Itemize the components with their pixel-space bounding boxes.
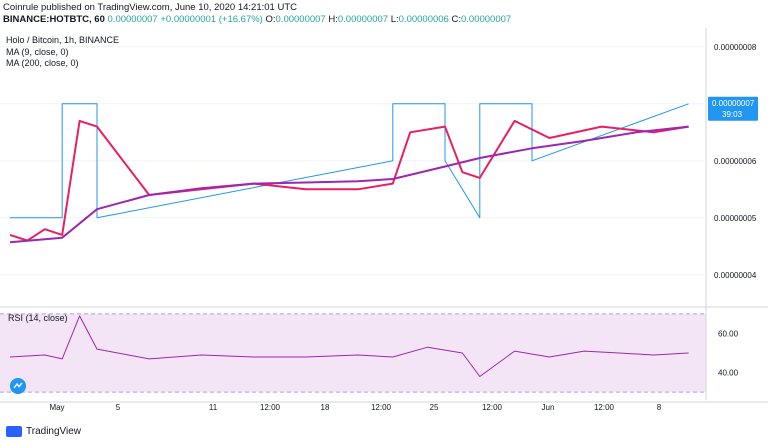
- publish-info: Coinrule published on TradingView.com, J…: [3, 2, 297, 13]
- rsi-line: [9, 315, 689, 377]
- tradingview-cloud-icon[interactable]: [10, 378, 26, 394]
- ma9-line: [9, 119, 689, 242]
- ma9-legend[interactable]: MA (9, close, 0): [6, 47, 69, 57]
- rsi-tick-label: 60.00: [718, 329, 739, 338]
- last-price-label-bg: [708, 96, 758, 121]
- symbol-name: BINANCE:HOTBTC, 60: [3, 14, 105, 25]
- time-tick-label: 12:00: [594, 403, 615, 412]
- time-tick-label: Jun: [542, 403, 555, 412]
- open-value: 0.00000007: [275, 14, 326, 25]
- time-tick-label: 12:00: [482, 403, 503, 412]
- low-value: 0.00000006: [398, 14, 449, 25]
- close-value: 0.00000007: [460, 14, 512, 25]
- rsi-band: [0, 313, 706, 393]
- price-pane: [0, 28, 706, 305]
- time-tick-label: 12:00: [260, 403, 281, 412]
- time-tick-label: 11: [209, 403, 218, 412]
- low-label: L:: [390, 14, 399, 25]
- high-label: H:: [328, 14, 338, 25]
- countdown-label: 39:03: [722, 110, 743, 119]
- time-tick-label: 25: [430, 403, 439, 412]
- ma200-line: [9, 125, 689, 244]
- last-price-label: 0.00000007: [712, 99, 755, 108]
- time-tick-label: 12:00: [371, 403, 392, 412]
- time-tick-label: May: [49, 403, 64, 412]
- price-tick-label: 0.00000005: [714, 214, 757, 223]
- tradingview-logo-icon: [6, 426, 22, 437]
- price-tick-label: 0.00000008: [714, 43, 757, 52]
- rsi-legend[interactable]: RSI (14, close): [8, 313, 68, 323]
- chart-title: Holo / Bitcoin, 1h, BINANCE: [6, 35, 120, 45]
- last-price: 0.00000007: [107, 14, 158, 25]
- time-tick-label: 18: [321, 403, 330, 412]
- rsi-tick-label: 40.00: [718, 369, 739, 378]
- price-tick-label: 0.00000004: [714, 271, 757, 280]
- open-label: O:: [265, 14, 276, 25]
- time-tick-label: 8: [657, 403, 662, 412]
- price-line: [10, 103, 689, 219]
- brand-name: TradingView: [26, 426, 82, 437]
- high-value: 0.00000007: [337, 14, 389, 25]
- price-change: +0.00000001 (+16.67%): [160, 14, 263, 25]
- price-chart[interactable]: 0.00000004 0.00000005 0.00000006 0.00000007…: [0, 28, 768, 428]
- time-tick-label: 5: [116, 403, 121, 412]
- symbol-ohlc-bar: BINANCE:HOTBTC, 60 0.00000007 +0.0000000…: [3, 14, 511, 25]
- footer-brand[interactable]: TradingView: [6, 426, 81, 437]
- price-tick-label: 0.00000006: [714, 157, 757, 166]
- close-label: C:: [451, 14, 461, 25]
- ma200-legend[interactable]: MA (200, close, 0): [6, 58, 79, 68]
